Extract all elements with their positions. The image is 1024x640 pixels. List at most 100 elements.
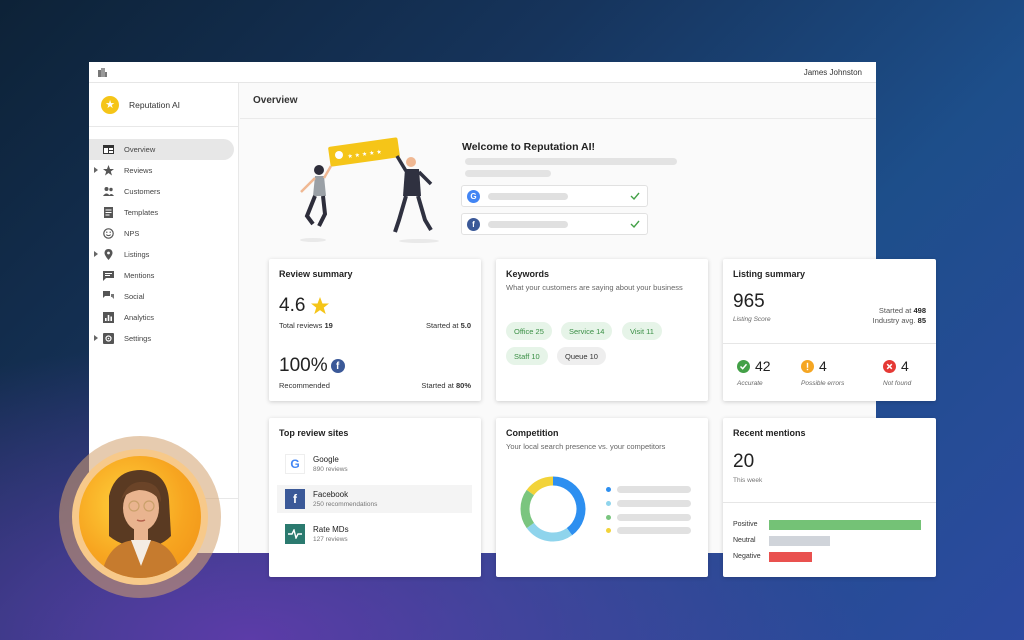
connected-account-facebook[interactable]: f [461,213,648,235]
site-reviews: 250 recommendations [313,501,378,508]
brand[interactable]: ★ Reputation AI [101,95,180,115]
smiley-icon [103,228,114,239]
keyword-chip[interactable]: Office 25 [506,322,552,340]
user-name[interactable]: James Johnston [803,68,862,77]
celebration-illustration: ★ ★ ★ ★ ★ [300,137,439,243]
sidebar-item-mentions[interactable]: Mentions [89,265,239,286]
site-reviews: 890 reviews [313,466,348,473]
accurate-count: 42 [755,358,771,374]
keyword-chip[interactable]: Queue 10 [557,347,606,365]
keywords-card[interactable]: Keywords What your customers are saying … [496,259,708,401]
card-title: Listing summary [733,269,806,279]
caret-right-icon[interactable] [94,335,98,341]
sidebar-item-customers[interactable]: Customers [89,181,239,202]
legend-placeholder [617,527,691,534]
total-reviews: Total reviews 19 [279,321,333,330]
donut-slice [520,489,535,529]
card-title: Competition [506,428,559,438]
review-site-ratemds[interactable]: Rate MDs 127 reviews [277,520,472,548]
sidebar-item-label: Analytics [124,313,155,322]
sidebar-item-label: Social [124,292,145,301]
review-site-facebook[interactable]: f Facebook 250 recommendations [277,485,472,513]
gear-icon [103,333,114,344]
facebook-icon: f [467,218,480,231]
competition-card[interactable]: Competition Your local search presence v… [496,418,708,577]
google-business-icon: G [467,190,480,203]
sidebar-item-reviews[interactable]: Reviews [89,160,239,181]
donut-slice [526,476,554,496]
sidebar-item-analytics[interactable]: Analytics [89,307,239,328]
placeholder-line [465,170,551,177]
sidebar-item-nps[interactable]: NPS [89,223,239,244]
card-title: Keywords [506,269,550,279]
keyword-chip[interactable]: Service 14 [561,322,613,340]
started-value: 80% [455,381,471,390]
legend-dot [606,515,611,520]
card-subtitle: Your local search presence vs. your comp… [506,442,666,451]
warning-icon [801,359,814,373]
top-review-sites-card[interactable]: Top review sites G Google 890 reviews f F… [269,418,481,577]
recommended-percentage: 100% [279,355,328,376]
avatar [79,456,201,578]
listing-score-label: Listing Score [733,316,771,323]
page-header: Overview [240,83,876,119]
document-icon [104,207,113,218]
caret-right-icon[interactable] [94,167,98,173]
sidebar-item-templates[interactable]: Templates [89,202,239,223]
mention-label: Positive [733,521,758,528]
sidebar-item-label: NPS [124,229,140,238]
placeholder-line [488,221,568,228]
sidebar-item-listings[interactable]: Listings [89,244,239,265]
mention-label: Neutral [733,537,756,544]
listing-summary-card[interactable]: Listing summary 965 Listing Score Starte… [723,259,936,401]
location-pin-icon [104,249,113,260]
facebook-icon: f [330,359,345,373]
mentions-count: 20 [733,451,755,472]
divider [89,126,238,127]
error-icon [883,359,896,373]
review-site-google[interactable]: G Google 890 reviews [277,450,472,478]
star-icon [311,297,330,315]
keyword-chip[interactable]: Visit 11 [622,322,662,340]
chat-bubble-icon [103,271,114,281]
recent-mentions-card[interactable]: Recent mentions 20 This week Positive Ne… [723,418,936,577]
started-label: Started at [878,306,912,315]
check-icon [630,220,640,229]
caret-right-icon[interactable] [94,251,98,257]
possible-errors-label: Possible errors [801,380,845,387]
sidebar-item-label: Listings [124,250,150,259]
competition-donut-chart [520,476,586,542]
not-found-label: Not found [883,380,912,387]
welcome-title: Welcome to Reputation AI! [462,141,596,153]
total-reviews-value: 19 [324,321,333,330]
forum-icon [103,291,114,299]
mentions-period: This week [733,477,763,484]
sidebar-item-settings[interactable]: Settings [89,328,239,349]
dashboard-icon [103,145,114,154]
connected-account-google[interactable]: G [461,185,648,207]
started-label: Started at [425,321,459,330]
accurate-label: Accurate [737,380,763,387]
donut-slice [552,476,586,536]
not-found-count: 4 [901,358,909,374]
sidebar-item-label: Reviews [124,166,153,175]
site-reviews: 127 reviews [313,536,348,543]
legend-placeholder [617,500,691,507]
review-summary-card[interactable]: Review summary 4.6 Total reviews 19 Star… [269,259,481,401]
possible-errors-stat: 4 [801,358,827,374]
rating-banner: ★ ★ ★ ★ ★ [328,137,400,167]
sidebar-item-social[interactable]: Social [89,286,239,307]
star-icon: ★ [101,96,119,114]
card-subtitle: What your customers are saying about you… [506,283,683,292]
listing-started-at: Started at 498 [879,306,926,315]
site-name: Facebook [313,490,349,499]
site-name: Google [313,455,339,464]
building-icon[interactable] [97,67,107,77]
top-bar: James Johnston [89,62,876,83]
placeholder-line [465,158,677,165]
sidebar-item-overview[interactable]: Overview [89,139,234,160]
people-icon [103,187,114,196]
average-rating: 4.6 [279,295,306,316]
donut-slice [526,522,573,542]
keyword-chip[interactable]: Staff 10 [506,347,548,365]
